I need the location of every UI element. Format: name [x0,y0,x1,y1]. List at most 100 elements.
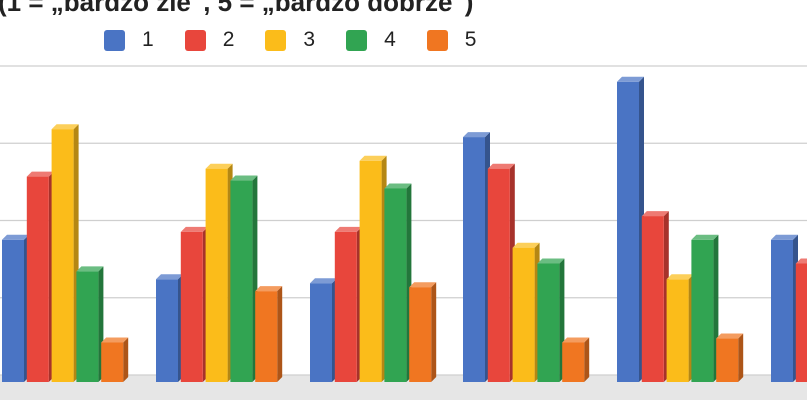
legend-label-4: 4 [384,28,396,51]
bar-series-4-group-3 [384,183,412,382]
bar-top [537,258,565,264]
bar-front [76,271,99,382]
bar-series-5-group-1 [101,337,129,382]
bar-series-1-group-2 [156,274,183,382]
bar-top [487,163,515,169]
bar-top [310,278,337,284]
chart-title: (1 = „bardzo źle", 5 = „bardzo dobrze") [0,0,474,17]
bar-side [277,286,283,382]
bar-top [359,155,387,161]
bar-series-3-group-5 [666,274,694,382]
bar-series-2-group-4 [487,163,515,382]
bar-series-5-group-4 [562,337,590,382]
bar-series-2-group-2 [180,226,208,382]
bar-front [487,168,510,382]
bar-front [512,247,535,382]
bar-front [409,287,432,382]
bar-front [641,216,664,382]
bar-front [2,239,24,382]
bar-front [666,279,689,382]
bar-series-1-group-3 [310,278,337,382]
bar-front [463,137,485,382]
bar-series-3-group-4 [512,242,540,382]
bar-top [384,183,412,189]
bar-side [584,337,590,382]
bar-top [101,337,129,343]
legend-label-5: 5 [464,28,477,51]
bar-top [512,242,540,248]
legend-label-3: 3 [303,28,316,51]
bar-top [334,226,362,232]
legend-item-2: 2 [184,28,235,52]
legend-swatch-2 [184,29,206,51]
bar-series-3-group-3 [359,155,387,382]
bar-top [666,274,694,280]
legend-swatch-1 [104,29,125,51]
bar-side [123,337,129,382]
bar-side [738,333,744,382]
legend-item-4: 4 [346,28,396,52]
bar-front [205,168,228,382]
bar-series-2-group-3 [334,226,362,382]
legend-swatch-4 [346,29,368,51]
bar-top [463,132,490,138]
bar-series-2-group-5 [641,211,669,382]
bar-series-2-group-1 [26,171,54,382]
legend-label-2: 2 [222,28,235,51]
bar-top [2,234,29,240]
bar-top [156,274,183,280]
bar-top [795,258,807,264]
legend: 1 2 3 4 5 [104,28,507,52]
bar-series-3-group-1 [51,124,79,382]
legend-swatch-5 [426,29,448,51]
bar-front [691,239,714,382]
bar-series-4-group-5 [691,234,719,382]
bar-series-1-group-5 [617,76,644,383]
bar-front [310,283,332,382]
bar-top [617,76,644,82]
bar-series-5-group-3 [409,282,437,382]
bar-series-4-group-4 [537,258,565,382]
legend-label-1: 1 [142,28,154,51]
bar-front [359,160,382,382]
bar-front [771,239,793,382]
bar-top [771,234,798,240]
bar-series-4-group-1 [76,266,104,382]
bar-series-2-group-6 [795,258,807,382]
bar-series-1-group-4 [463,132,490,382]
bar-side [431,282,437,382]
bar-front [180,231,203,382]
bar-front [537,263,560,382]
bar-series-5-group-2 [255,286,283,382]
bar-front [26,176,49,382]
bar-front [230,180,253,382]
bar-front [617,81,639,383]
bar-series-4-group-2 [230,175,258,382]
bar-front [562,342,585,382]
bar-series-1-group-1 [2,234,29,382]
bar-top [76,266,104,272]
legend-item-5: 5 [426,28,477,52]
bar-front [51,129,74,382]
bar-series-3-group-2 [205,163,233,382]
bar-top [230,175,258,181]
bar-top [180,226,208,232]
bar-series-1-group-6 [771,234,798,382]
bar-front [255,291,278,382]
bar-top [641,211,669,217]
legend-item-1: 1 [104,28,154,52]
bar-top [562,337,590,343]
bar-top [205,163,233,169]
bar-series-5-group-5 [716,333,744,382]
legend-item-3: 3 [265,28,315,52]
bar-top [26,171,54,177]
bar-top [51,124,79,130]
bar-top [255,286,283,292]
bar-front [384,188,407,382]
bar-front [334,231,357,382]
bar-top [409,282,437,288]
bar-top [716,333,744,339]
bar-front [716,338,739,382]
legend-swatch-3 [265,29,287,51]
